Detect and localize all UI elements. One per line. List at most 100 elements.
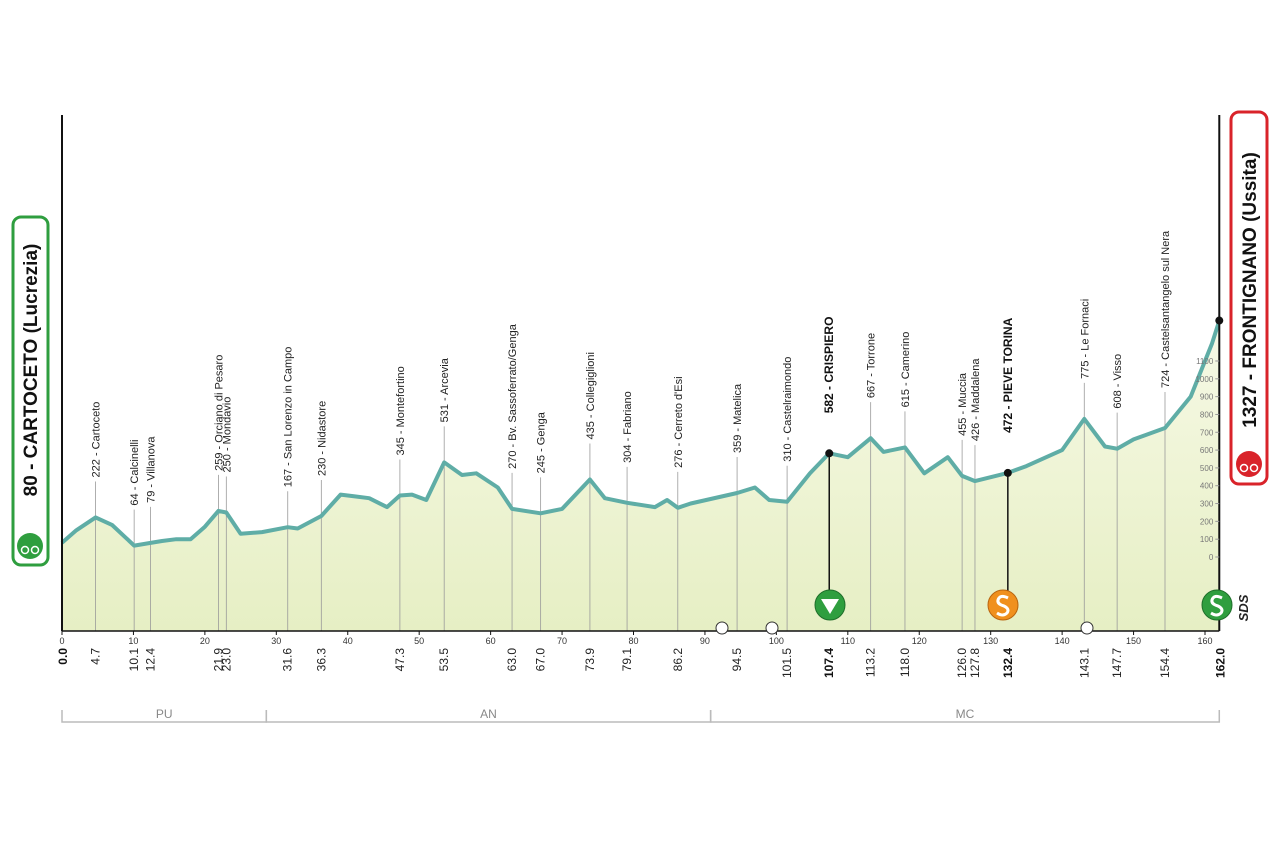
- waypoint-label: 245 - Genga: [536, 411, 548, 473]
- profile-line: [60, 319, 1222, 548]
- finish-badge: [1229, 110, 1269, 486]
- y-tick-label: 300: [1200, 500, 1214, 509]
- y-tick-label: 200: [1200, 517, 1214, 526]
- y-tick-label: 500: [1200, 464, 1214, 473]
- y-tick-label: 400: [1200, 482, 1214, 491]
- waypoint-label: 472 - PIEVE TORINA: [1001, 317, 1015, 432]
- waypoint-km: 47.3: [393, 648, 407, 672]
- x-tick-label: 70: [557, 636, 567, 646]
- waypoint-label: 775 - Le Fornaci: [1079, 299, 1091, 379]
- waypoint-km: 132.4: [1001, 648, 1015, 678]
- region-label: PU: [156, 707, 173, 721]
- x-tick-label: 140: [1055, 636, 1070, 646]
- start-icon: [30, 545, 40, 555]
- waypoint-label: 582 - CRISPIERO: [822, 317, 836, 414]
- waypoint-label: 230 - Nidastore: [316, 401, 328, 476]
- waypoint-km: 67.0: [534, 648, 548, 672]
- waypoint-label: 615 - Camerino: [900, 332, 912, 408]
- x-tick-label: 20: [200, 636, 210, 646]
- x-tick-label: 110: [841, 636, 855, 646]
- waypoint-km: 21.9: [211, 648, 225, 672]
- waypoint-label: 426 - Maddalena: [970, 358, 982, 441]
- y-tick-label: 100: [1200, 535, 1214, 544]
- waypoint-km: 147.7: [1110, 648, 1124, 678]
- waypoint-label: 167 - San Lorenzo in Campo: [283, 347, 295, 488]
- waypoint-label: 79 - Villanova: [146, 436, 158, 503]
- highlight-dot: [825, 449, 834, 458]
- waypoint-label: 531 - Arcevia: [439, 357, 451, 422]
- waypoint-label: 608 - Visso: [1112, 354, 1124, 409]
- waypoint-km: 73.9: [583, 648, 597, 672]
- finish-label: 1327 - FRONTIGNANO (Ussita): [1240, 152, 1261, 428]
- waypoint-label: 222 - Cartoceto: [91, 402, 103, 478]
- waypoint-label: 259 - Orciano di Pesaro: [213, 355, 225, 471]
- start-icon: [17, 533, 43, 559]
- tunnel-icon: [1080, 621, 1094, 635]
- endpoint-km: 162.0: [1213, 648, 1227, 678]
- x-tick-label: 90: [700, 636, 710, 646]
- waypoint-label: 724 - Castelsantangelo sul Nera: [1160, 230, 1172, 388]
- finish-dot: [1215, 316, 1224, 325]
- x-tick-label: 30: [271, 636, 281, 646]
- y-tick-label: 900: [1200, 393, 1214, 402]
- crossing-icon: [765, 621, 779, 635]
- waypoint-label: 310 - Castelraimondo: [782, 357, 794, 462]
- waypoint-km: 63.0: [505, 648, 519, 672]
- x-tick-label: 150: [1126, 636, 1141, 646]
- waypoint-label: 64 - Calcinelli: [129, 440, 141, 506]
- waypoint-km: 113.2: [864, 648, 878, 677]
- waypoint-label: 304 - Fabriano: [622, 391, 634, 463]
- y-tick-label: 700: [1200, 428, 1214, 437]
- waypoint-km: 101.5: [780, 648, 794, 678]
- y-tick-label: 1100: [1196, 357, 1214, 366]
- logo: SDS: [1236, 594, 1251, 621]
- waypoint-label: 667 - Torrone: [866, 333, 878, 398]
- waypoint-km: 10.1: [127, 648, 141, 672]
- waypoint-km: 143.1: [1077, 648, 1091, 678]
- waypoint-km: 118.0: [898, 648, 912, 677]
- waypoint-label: 359 - Matelica: [732, 383, 744, 453]
- sprint-icon: [996, 594, 1010, 617]
- y-tick-label: 1000: [1195, 375, 1213, 384]
- waypoint-km: 31.6: [281, 648, 295, 672]
- start-label: 80 - CARTOCETO (Lucrezia): [21, 244, 42, 497]
- plot: 222 - Cartoceto 4.7 64 - Calcinelli 10.1 79 …: [56, 115, 1227, 723]
- y-tick-label: 800: [1200, 410, 1214, 419]
- start-icon: [20, 545, 30, 555]
- waypoint-km: 12.4: [144, 648, 158, 672]
- profile-area: [62, 320, 1220, 631]
- x-tick-label: 50: [414, 636, 424, 646]
- waypoint-km: 79.1: [620, 648, 634, 672]
- region-label: MC: [956, 707, 975, 721]
- finish-icon: [1249, 463, 1259, 473]
- waypoint-label: 250 - Mondavio: [221, 397, 233, 473]
- waypoint-km: 107.4: [822, 648, 836, 678]
- waypoint-km: 4.7: [89, 648, 103, 665]
- y-tick-label: 600: [1200, 446, 1214, 455]
- waypoint-label: 276 - Cerreto d'Esi: [673, 376, 685, 467]
- finish-icon: [1236, 451, 1262, 477]
- finish-sprint-icon: [1210, 594, 1224, 617]
- x-tick-label: 100: [769, 636, 784, 646]
- x-tick-label: 80: [628, 636, 638, 646]
- waypoint-label: 345 - Montefortino: [395, 366, 407, 455]
- start-badge: [11, 215, 50, 567]
- region-label: AN: [480, 707, 497, 721]
- waypoint-km: 23.0: [219, 648, 233, 672]
- kom-icon: [821, 599, 839, 614]
- region-bracket: [709, 710, 1221, 723]
- crossing-icon: [715, 621, 729, 635]
- waypoint-km: 94.5: [730, 648, 744, 672]
- waypoint-label: 435 - Collegiglioni: [585, 352, 597, 439]
- waypoint-km: 86.2: [671, 648, 685, 672]
- x-tick-label: 40: [343, 636, 353, 646]
- x-tick-label: 0: [59, 636, 64, 646]
- x-tick-label: 130: [983, 636, 998, 646]
- waypoint-km: 36.3: [314, 648, 328, 672]
- x-tick-label: 10: [128, 636, 138, 646]
- x-tick-label: 120: [912, 636, 927, 646]
- y-tick-label: 0: [1209, 553, 1214, 562]
- waypoint-label: 270 - Bv. Sassoferrato/Genga: [507, 323, 519, 469]
- x-tick-label: 160: [1197, 636, 1212, 646]
